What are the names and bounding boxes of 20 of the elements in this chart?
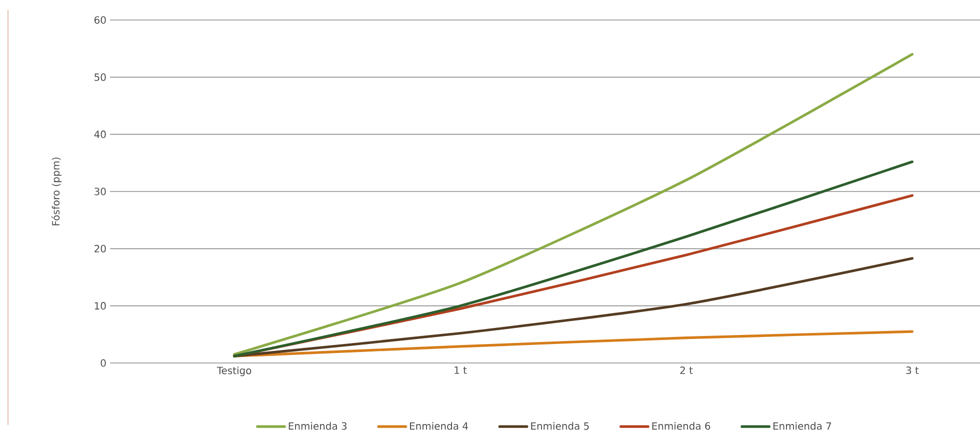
y-axis-title: Fósforo (ppm) [51,158,62,226]
x-tick-label: 3 t [906,366,919,374]
y-tick-label: 60 [94,16,106,24]
x-tick-label: Testigo [216,366,252,376]
line-series [232,257,914,358]
legend-label: Enmienda 3 [288,422,347,430]
legend-label: Enmienda 5 [531,422,589,430]
line-series [232,160,914,358]
x-tick-label: 2 t [680,366,693,374]
y-tick-label: 40 [94,130,106,138]
y-tick-label: 20 [94,244,106,252]
y-tick-label: 0 [100,359,106,367]
y-tick-label: 50 [94,73,106,81]
y-tick-label: 30 [94,188,106,196]
y-tick-label: 10 [94,302,106,310]
line-series [232,53,914,356]
legend-label: Enmienda 4 [410,422,468,430]
legend-label: Enmienda 7 [773,422,832,430]
x-tick-label: 1 t [454,366,467,374]
legend-label: Enmienda 6 [652,422,710,430]
